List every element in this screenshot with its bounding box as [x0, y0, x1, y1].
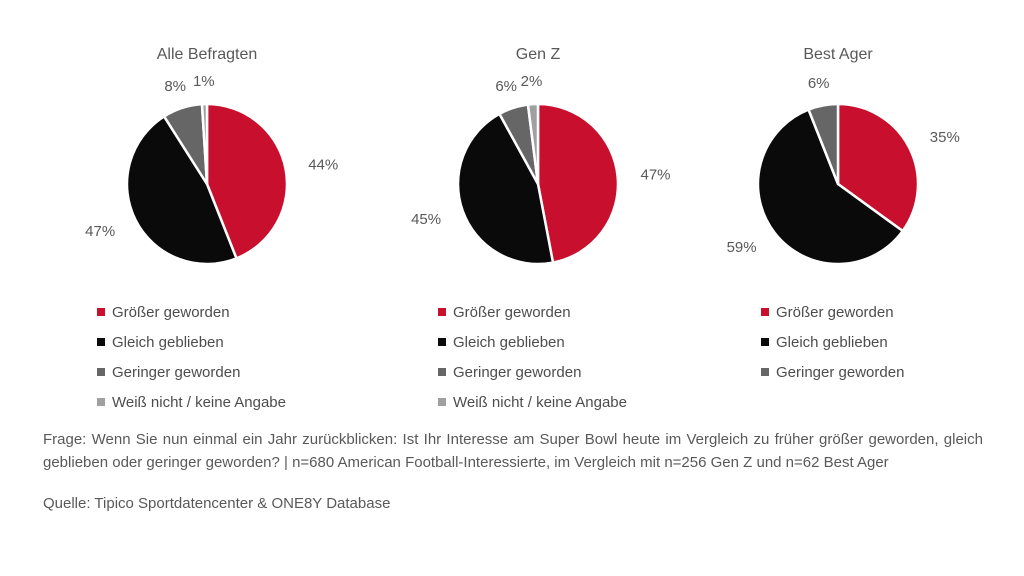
legend-item: Weiß nicht / keine Angabe	[438, 387, 698, 417]
legend-item: Geringer geworden	[97, 357, 367, 387]
pie-slice	[205, 102, 289, 260]
chart-title: Alle Befragten	[156, 46, 258, 63]
pie-data-label: 44%	[308, 157, 338, 174]
legend-label: Größer geworden	[453, 303, 571, 321]
legend-swatch-icon	[761, 368, 769, 376]
pie-data-label: 8%	[164, 78, 186, 95]
footer-source-text: Quelle: Tipico Sportdatencenter & ONE8Y …	[43, 495, 391, 512]
legend-item: Gleich geblieben	[761, 327, 998, 357]
pie-data-label: 35%	[930, 129, 960, 146]
pie-slice	[200, 102, 209, 186]
footer-question-text: Frage: Wenn Sie nun einmal ein Jahr zurü…	[43, 431, 983, 471]
pie-slice	[807, 102, 840, 186]
legend-swatch-icon	[97, 308, 105, 316]
pie-chart-gen-z: 47% 45% 6% 2%	[411, 73, 671, 266]
pie-data-label: 45%	[411, 211, 441, 228]
pie-slice	[456, 112, 555, 266]
pie-slice	[756, 108, 904, 266]
legend-item: Weiß nicht / keine Angabe	[97, 387, 367, 417]
legend-label: Geringer geworden	[453, 363, 582, 381]
legend-label: Geringer geworden	[112, 363, 241, 381]
pie-data-label: 6%	[808, 75, 830, 92]
pie-slice	[125, 115, 238, 266]
chart-best-ager: Best Ager 35% 59% 6% Größer geworden Gleic…	[678, 45, 998, 387]
chart-title: Best Ager	[803, 46, 873, 63]
legend-swatch-icon	[438, 338, 446, 346]
legend-label: Größer geworden	[112, 303, 230, 321]
pie-data-label: 59%	[727, 239, 757, 256]
pie-data-label: 1%	[193, 73, 215, 90]
legend-item: Größer geworden	[438, 297, 698, 327]
legend-item: Größer geworden	[97, 297, 367, 327]
footer: Frage: Wenn Sie nun einmal ein Jahr zurü…	[43, 428, 983, 515]
legend: Größer geworden Gleich geblieben Geringe…	[378, 297, 698, 417]
pie-data-label: 6%	[495, 78, 517, 95]
chart-gen-z: Gen Z 47% 45% 6% 2% Größer geworden Gleich …	[378, 45, 698, 417]
pie-chart-alle-befragten: 44% 47% 8% 1%	[85, 73, 338, 266]
pie-data-label: 47%	[85, 223, 115, 240]
legend-label: Geringer geworden	[776, 363, 905, 381]
legend: Größer geworden Gleich geblieben Geringe…	[678, 297, 998, 387]
pie-data-label: 47%	[641, 166, 671, 183]
legend-item: Geringer geworden	[761, 357, 998, 387]
chart-title: Gen Z	[515, 46, 561, 63]
legend-label: Gleich geblieben	[776, 333, 888, 351]
pie-slice	[526, 102, 540, 186]
pie-slice	[836, 102, 920, 233]
pie-chart-best-ager: 35% 59% 6%	[727, 75, 960, 266]
legend-swatch-icon	[761, 308, 769, 316]
legend: Größer geworden Gleich geblieben Geringe…	[47, 297, 367, 417]
legend-swatch-icon	[97, 398, 105, 406]
legend-swatch-icon	[438, 308, 446, 316]
legend-swatch-icon	[97, 368, 105, 376]
legend-swatch-icon	[761, 338, 769, 346]
legend-item: Größer geworden	[761, 297, 998, 327]
chart-alle-befragten: Alle Befragten 44% 47% 8% 1% Größer geworde…	[47, 45, 367, 417]
legend-label: Gleich geblieben	[453, 333, 565, 351]
legend-label: Gleich geblieben	[112, 333, 224, 351]
legend-swatch-icon	[438, 368, 446, 376]
legend-item: Gleich geblieben	[438, 327, 698, 357]
legend-label: Größer geworden	[776, 303, 894, 321]
legend-item: Geringer geworden	[438, 357, 698, 387]
legend-swatch-icon	[438, 398, 446, 406]
pie-data-label: 2%	[521, 73, 543, 90]
legend-label: Weiß nicht / keine Angabe	[453, 393, 627, 411]
legend-swatch-icon	[97, 338, 105, 346]
pie-slice	[536, 102, 620, 264]
legend-label: Weiß nicht / keine Angabe	[112, 393, 286, 411]
legend-item: Gleich geblieben	[97, 327, 367, 357]
